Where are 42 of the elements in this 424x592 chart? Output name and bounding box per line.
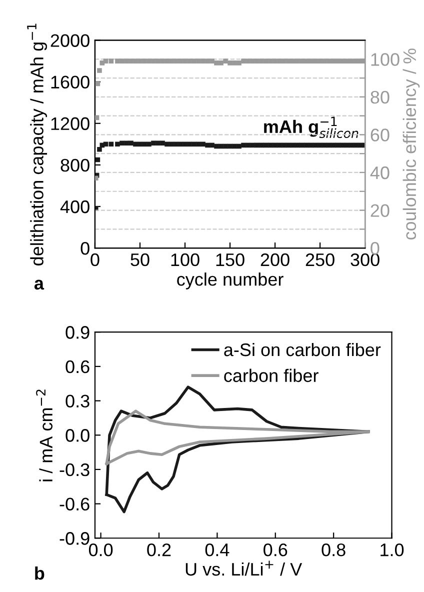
y-tick-label: -0.9 [60,532,90,545]
x-tick-label: 0.2 [147,543,171,556]
x-tick-label: 150 [216,253,244,266]
y2-tick-label: 100 [371,53,400,66]
legend-label: carbon fiber [224,368,318,382]
y2-tick-label: 20 [370,204,390,217]
x-axis-title: U vs. Li/Li$^{+}$ / V [186,560,302,576]
x-tick-label: 50 [130,253,150,266]
x-tick-label: 250 [306,253,334,266]
y2-tick-label: 60 [370,128,390,142]
x-axis-title: cycle number [177,272,284,290]
x-tick-label: 0.8 [322,543,346,556]
y2-tick-label: 40 [370,166,390,180]
x-tick-label: 100 [171,253,200,266]
x-tick-label: 0 [90,253,100,266]
y-tick-label: 400 [60,200,90,214]
y-tick-label: 2000 [50,34,90,47]
x-tick-label: 300 [350,253,380,266]
legend-label: a-Si on carbon fiber [224,342,381,356]
y2-tick-label: 80 [370,90,390,104]
y-axis-title: i / mA cm$^{−2}$ [36,390,53,482]
y-axis-title: delithiation capacity / mAh g$^{−1}$ [27,24,48,266]
y-tick-label: 800 [60,158,90,172]
y-tick-label: 0.0 [66,429,90,442]
y-tick-label: -0.3 [60,463,90,476]
x-tick-label: 200 [260,253,290,266]
annotation: mAh g$^{−1}$$_{silicon}$ [264,116,358,138]
y-tick-label: 0.9 [66,326,90,339]
y2-tick-label: 0 [370,242,380,255]
x-tick-label: 0.0 [88,543,113,556]
y-tick-label: 1200 [51,117,90,130]
y2-axis-title: coulombic efficiency / % [402,48,420,240]
x-tick-label: 0.6 [264,543,288,556]
text: a [34,280,44,290]
y-tick-label: 1600 [51,76,90,89]
x-tick-label: 0.4 [205,543,230,556]
y-tick-label: 0 [80,242,90,255]
text: b [35,566,44,580]
x-tick-label: 1.0 [380,543,404,556]
y-tick-label: 0.6 [66,360,90,374]
y-tick-label: -0.6 [60,498,90,511]
y-tick-label: 0.3 [66,394,90,408]
